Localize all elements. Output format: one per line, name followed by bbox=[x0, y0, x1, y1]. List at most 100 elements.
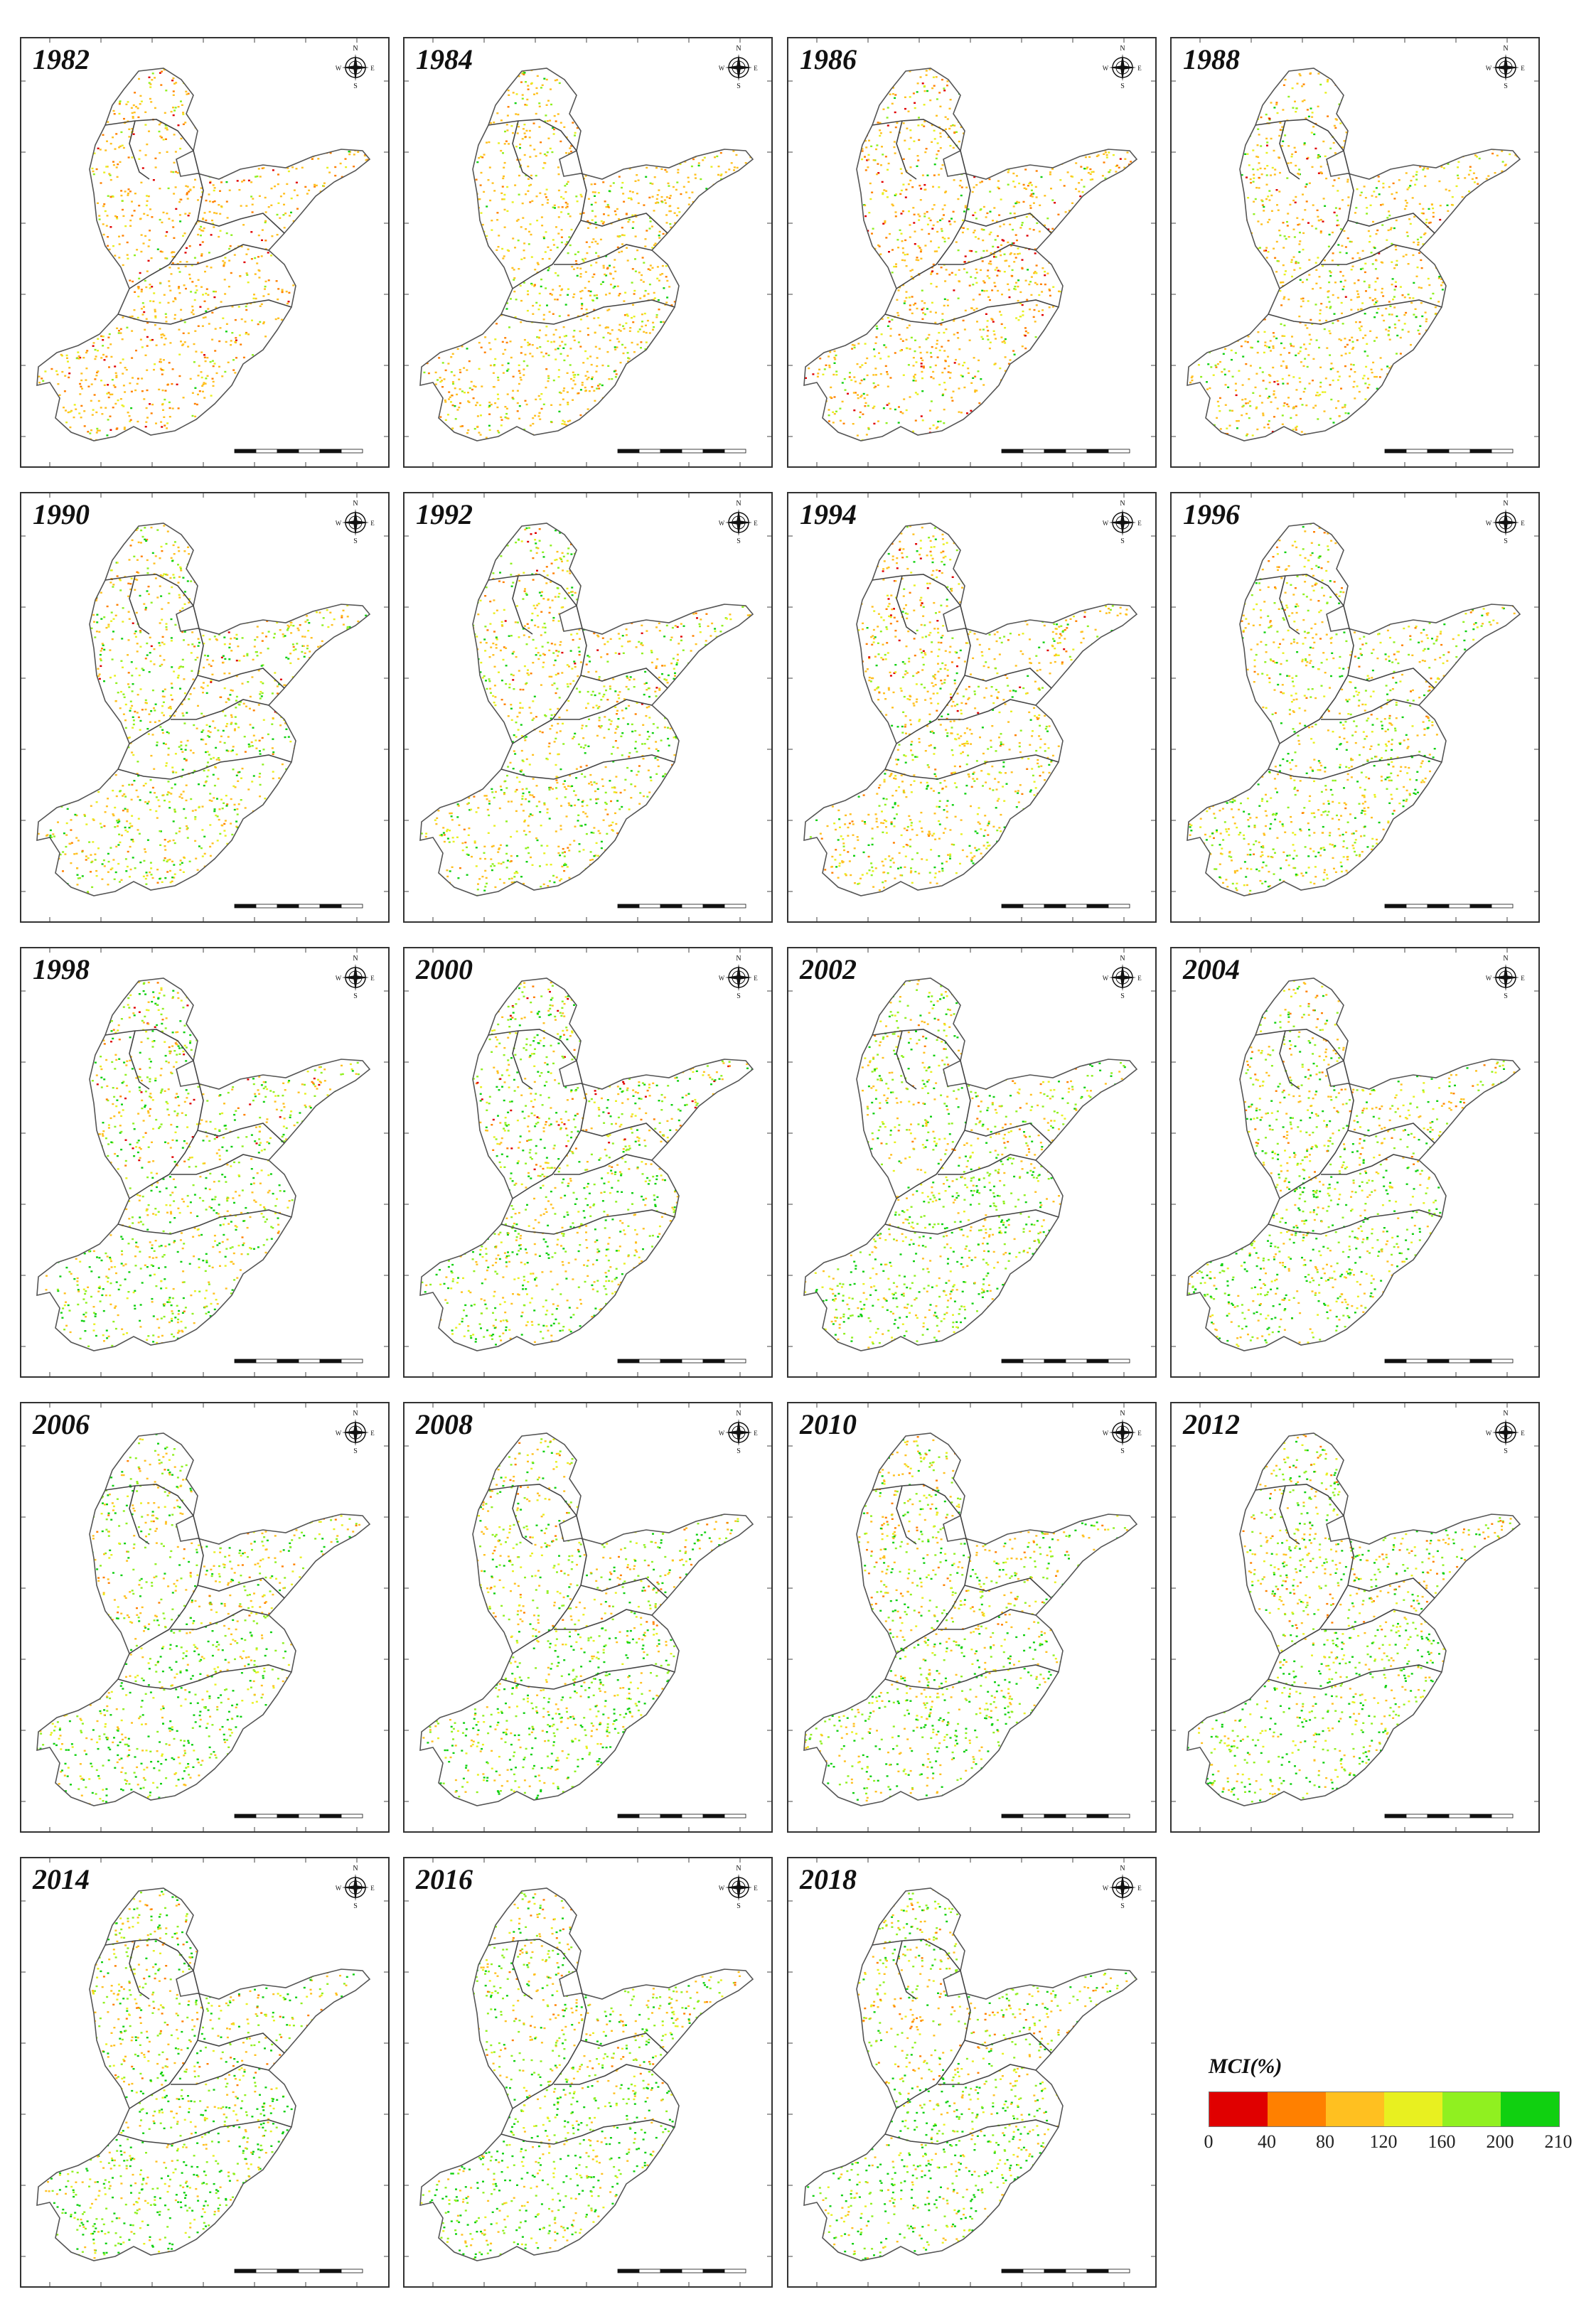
legend-swatch bbox=[1442, 2092, 1501, 2126]
year-label: 1992 bbox=[416, 498, 473, 531]
svg-text:W: W bbox=[719, 65, 725, 72]
legend-label: 200 bbox=[1487, 2131, 1514, 2153]
graticule-ticks bbox=[405, 493, 771, 921]
province-boundary bbox=[580, 1578, 668, 1599]
region-map bbox=[21, 493, 388, 921]
map-panel: 1986 N W E S bbox=[787, 37, 1157, 468]
province-boundary bbox=[1255, 1029, 1344, 1061]
scale-bar bbox=[234, 1359, 363, 1364]
province-boundary bbox=[129, 120, 150, 180]
region-map bbox=[1172, 38, 1538, 466]
province-boundary bbox=[1268, 1209, 1442, 1235]
year-label: 1984 bbox=[416, 43, 473, 76]
province-boundary bbox=[488, 574, 577, 606]
province-boundary bbox=[488, 1029, 577, 1061]
province-boundary bbox=[117, 2119, 292, 2145]
region-outline bbox=[36, 1887, 371, 2261]
province-boundary bbox=[117, 1664, 292, 1690]
graticule-ticks bbox=[1172, 493, 1538, 921]
region-map bbox=[405, 38, 771, 466]
year-label: 1994 bbox=[800, 498, 857, 531]
map-panel: 2010 N W E S bbox=[787, 1402, 1157, 1833]
scale-bar bbox=[617, 1359, 746, 1364]
graticule-ticks bbox=[788, 1403, 1155, 1831]
region-outline bbox=[419, 523, 754, 896]
region-map bbox=[788, 493, 1155, 921]
svg-text:N: N bbox=[353, 45, 358, 53]
year-label: 2016 bbox=[416, 1863, 473, 1896]
graticule-ticks bbox=[21, 38, 388, 466]
province-boundary bbox=[1279, 1485, 1300, 1545]
province-boundary bbox=[580, 1123, 668, 1144]
legend-swatch bbox=[1268, 2092, 1326, 2126]
province-boundary bbox=[129, 1060, 204, 1199]
region-outline bbox=[803, 1887, 1138, 2261]
legend-swatch bbox=[1384, 2092, 1442, 2126]
province-boundary bbox=[580, 668, 668, 689]
region-map bbox=[405, 1858, 771, 2286]
province-boundary bbox=[896, 1515, 971, 1654]
province-boundary bbox=[964, 2032, 1052, 2054]
region-map bbox=[405, 948, 771, 1376]
scale-bar bbox=[1384, 904, 1514, 909]
legend-swatch bbox=[1326, 2092, 1384, 2126]
province-boundary bbox=[896, 1940, 917, 2000]
province-boundary bbox=[1268, 299, 1442, 325]
province-boundary bbox=[512, 1060, 587, 1199]
scale-bar bbox=[617, 449, 746, 454]
year-label: 1990 bbox=[33, 498, 90, 531]
province-boundary bbox=[129, 150, 204, 289]
map-panel: 2014 N W E S bbox=[20, 1857, 390, 2288]
legend-label: 0 bbox=[1204, 2131, 1214, 2153]
graticule-ticks bbox=[788, 1858, 1155, 2286]
province-boundary bbox=[129, 1485, 150, 1545]
province-boundary bbox=[938, 244, 1037, 265]
map-panel: 2018 N W E S bbox=[787, 1857, 1157, 2288]
year-label: 1998 bbox=[33, 953, 90, 986]
province-boundary bbox=[964, 668, 1052, 689]
province-boundary bbox=[171, 244, 269, 265]
region-outline bbox=[803, 523, 1138, 896]
province-boundary bbox=[884, 299, 1059, 325]
map-panel: 2012 N W E S bbox=[1170, 1402, 1540, 1833]
year-label: 2018 bbox=[800, 1863, 857, 1896]
province-boundary bbox=[872, 1939, 961, 1971]
graticule-ticks bbox=[21, 1403, 388, 1831]
legend-label: 40 bbox=[1258, 2131, 1276, 2153]
province-boundary bbox=[1255, 574, 1344, 606]
year-label: 2002 bbox=[800, 953, 857, 986]
year-label: 2008 bbox=[416, 1408, 473, 1441]
mci-pixels bbox=[1187, 978, 1520, 1351]
region-map bbox=[788, 38, 1155, 466]
graticule-ticks bbox=[788, 38, 1155, 466]
year-label: 2000 bbox=[416, 953, 473, 986]
graticule-ticks bbox=[1172, 38, 1538, 466]
province-boundary bbox=[197, 668, 285, 689]
graticule-ticks bbox=[405, 1403, 771, 1831]
map-panel: 1992 N W E S bbox=[403, 492, 773, 923]
province-boundary bbox=[512, 605, 587, 744]
svg-text:W: W bbox=[336, 65, 342, 72]
province-boundary bbox=[129, 575, 150, 635]
legend-swatch bbox=[1501, 2092, 1559, 2126]
province-boundary bbox=[1321, 1609, 1420, 1630]
svg-text:N: N bbox=[736, 45, 741, 53]
province-boundary bbox=[500, 299, 675, 325]
province-boundary bbox=[488, 1484, 577, 1516]
scale-bar bbox=[234, 449, 363, 454]
province-boundary bbox=[964, 1123, 1052, 1144]
province-boundary bbox=[938, 1609, 1037, 1630]
province-boundary bbox=[896, 575, 917, 635]
region-outline bbox=[36, 1432, 371, 1806]
province-boundary bbox=[512, 1515, 587, 1654]
legend: MCI(%) 0 40 80 120 160 200 210 bbox=[1204, 2055, 1573, 2168]
region-map bbox=[788, 1403, 1155, 1831]
province-boundary bbox=[884, 1209, 1059, 1235]
legend-color-bar bbox=[1209, 2091, 1560, 2127]
year-label: 2006 bbox=[33, 1408, 90, 1441]
